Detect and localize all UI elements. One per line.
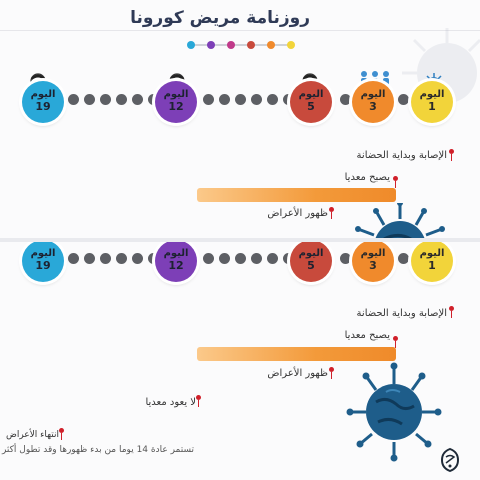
legend-dot: [227, 41, 235, 49]
contagious-period-bar: [197, 188, 396, 202]
coronavirus-icon: [355, 203, 445, 238]
symptoms-label: ظهور الأعراض: [267, 368, 328, 379]
legend-dot: [247, 41, 255, 49]
infection-pin: [449, 306, 454, 318]
timeline-dots: [203, 94, 294, 106]
color-legend: [187, 41, 297, 49]
day-1-marker: اليوم 1: [411, 242, 453, 282]
symptoms-end-pin: [59, 428, 64, 440]
legend-line: [191, 44, 291, 46]
legend-dot: [287, 41, 295, 49]
timeline-dots: [340, 253, 352, 265]
panel-divider: [0, 238, 480, 242]
infection-label: الإصابة وبداية الحضانة: [356, 150, 447, 161]
contagious-label: يصبح معديا: [344, 172, 390, 183]
timeline-dots: [398, 94, 410, 106]
timeline-dots: [203, 253, 294, 265]
day-12-marker: اليوم 12: [155, 242, 197, 282]
day-5-marker: اليوم 5: [290, 242, 332, 282]
contagious-pin: [393, 176, 398, 188]
timeline-dots: [340, 94, 352, 106]
contagious-period-bar: [197, 347, 396, 361]
symptoms-end-label: انتهاء الأعراض: [5, 430, 59, 440]
legend-dot: [207, 41, 215, 49]
day-5-marker: اليوم 5: [290, 81, 332, 123]
legend-dot: [267, 41, 275, 49]
aljazeera-logo-icon: [440, 447, 460, 473]
symptoms-label: ظهور الأعراض: [267, 208, 328, 219]
not-contagious-pin: [196, 395, 201, 407]
footnote: تستمر عادة 14 يوما من بدء ظهورها وقد تطو…: [1, 445, 194, 455]
timeline-dots: [68, 94, 159, 106]
divider-line: [0, 30, 480, 45]
day-19-marker: اليوم 19: [22, 81, 64, 123]
legend-dot: [187, 41, 195, 49]
timeline-panel-top: روزنامة مريض كورونا: [0, 0, 480, 238]
contagious-label: يصبح معديا: [344, 330, 390, 341]
timeline-dots: [398, 253, 410, 265]
coronavirus-icon: [346, 362, 442, 462]
day-19-marker: اليوم 19: [22, 242, 64, 282]
symptoms-pin: [329, 367, 334, 379]
infection-pin: [449, 149, 454, 161]
not-contagious-label: لا يعود معديا: [145, 397, 196, 408]
infection-label: الإصابة وبداية الحضانة: [356, 308, 447, 319]
page-title: روزنامة مريض كورونا: [130, 8, 310, 28]
day-3-marker: اليوم 3: [352, 81, 394, 123]
contagious-pin: [393, 336, 398, 348]
symptoms-pin: [329, 207, 334, 219]
day-3-marker: اليوم 3: [352, 242, 394, 282]
day-12-marker: اليوم 12: [155, 81, 197, 123]
timeline-panel-bottom: اليوم 19 اليوم 12 اليوم 5 اليوم 3 اليوم 1 الإ…: [0, 242, 480, 480]
timeline-dots: [68, 253, 159, 265]
day-1-marker: اليوم 1: [411, 81, 453, 123]
